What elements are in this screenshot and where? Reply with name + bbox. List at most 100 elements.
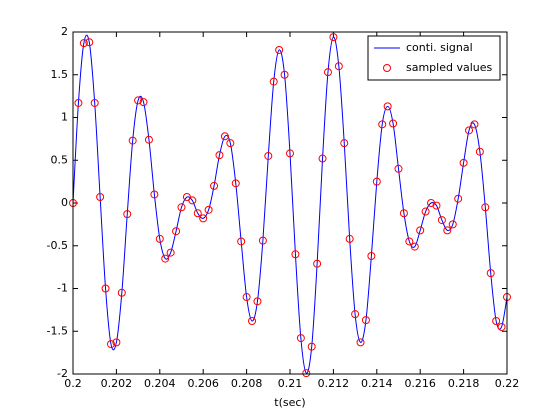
y-tick-label: 0 — [61, 196, 68, 209]
y-tick-label: -0.5 — [47, 239, 68, 252]
sample-marker — [345, 234, 354, 243]
sample-marker — [231, 179, 240, 188]
sample-marker — [242, 293, 251, 302]
sample-marker — [492, 316, 501, 325]
sample-marker — [177, 203, 186, 212]
sample-marker — [410, 242, 419, 251]
sample-marker — [291, 250, 300, 259]
sample-marker — [237, 237, 246, 246]
sample-marker — [123, 210, 132, 219]
sample-marker — [323, 68, 332, 77]
x-tick-label: 0.216 — [404, 377, 436, 390]
sample-marker — [74, 98, 83, 107]
sample-marker — [204, 205, 213, 214]
y-tick-label: -1 — [57, 282, 68, 295]
sample-marker — [394, 164, 403, 173]
sample-marker — [210, 181, 219, 190]
sample-marker — [79, 39, 88, 48]
sample-marker — [161, 254, 170, 263]
x-tick-label: 0.204 — [144, 377, 176, 390]
sample-marker — [470, 120, 479, 129]
sample-marker — [215, 151, 224, 160]
x-tick-label: 0.218 — [448, 377, 480, 390]
sample-marker — [448, 220, 457, 229]
sample-marker — [286, 149, 294, 158]
sample-marker — [459, 158, 468, 167]
sample-marker — [405, 237, 414, 246]
sample-marker — [356, 338, 365, 347]
sample-marker — [454, 194, 463, 203]
x-axis-label: t(sec) — [274, 396, 305, 409]
sample-marker — [269, 77, 278, 86]
legend-label: conti. signal — [406, 41, 473, 54]
sample-marker — [334, 62, 343, 71]
x-tick-label: 0.202 — [101, 377, 133, 390]
sample-marker — [172, 227, 181, 236]
sample-marker — [264, 151, 273, 160]
y-tick-label: 2 — [61, 25, 68, 38]
x-tick-label: 0.21 — [278, 377, 303, 390]
signal-line — [73, 34, 507, 374]
sample-marker — [85, 38, 94, 47]
sample-marker — [139, 98, 148, 107]
sample-marker — [302, 369, 311, 378]
sample-marker — [437, 216, 446, 225]
sample-marker — [128, 136, 137, 145]
y-tick-label: 0.5 — [51, 153, 69, 166]
sample-marker — [155, 234, 164, 243]
sample-marker — [220, 132, 229, 141]
y-tick-label: 1 — [61, 111, 68, 124]
sample-marker — [101, 284, 110, 293]
y-tick-label: -2 — [57, 367, 68, 380]
y-tick-label: 1.5 — [51, 68, 69, 81]
legend-label: sampled values — [406, 61, 493, 74]
sample-marker — [367, 252, 376, 261]
sample-marker — [313, 259, 322, 268]
sample-marker — [497, 322, 506, 331]
sample-marker — [258, 236, 267, 245]
sample-marker — [383, 102, 392, 111]
axes-box — [72, 31, 508, 375]
sample-marker — [432, 201, 441, 210]
sample-marker — [275, 45, 284, 54]
sample-marker — [481, 203, 490, 212]
sample-marker — [340, 139, 349, 148]
sample-marker — [150, 190, 159, 199]
sample-marker — [421, 207, 430, 216]
sample-marker — [226, 139, 235, 148]
sample-marker — [280, 70, 289, 79]
sample-marker — [389, 119, 398, 128]
y-tick-label: -1.5 — [47, 324, 68, 337]
sample-marker — [253, 297, 262, 306]
sample-marker — [106, 340, 115, 349]
sample-marker — [193, 209, 202, 218]
sample-marker — [134, 96, 143, 105]
sample-marker — [399, 209, 408, 218]
sample-marker — [112, 338, 121, 347]
sample-marker — [248, 316, 257, 325]
sample-marker — [378, 120, 387, 129]
sample-marker — [199, 214, 208, 223]
sample-marker — [329, 33, 338, 42]
sample-marker — [465, 126, 474, 135]
sample-marker — [188, 196, 197, 205]
sample-marker — [351, 310, 360, 319]
sample-marker — [486, 269, 495, 278]
x-tick-label: 0.22 — [495, 377, 520, 390]
sample-marker — [318, 154, 327, 163]
sample-marker — [475, 147, 484, 156]
x-tick-label: 0.206 — [187, 377, 219, 390]
sample-marker — [117, 288, 126, 297]
x-tick-label: 0.212 — [318, 377, 350, 390]
legend-marker — [383, 64, 391, 72]
sample-marker — [307, 342, 316, 351]
x-tick-label: 0.214 — [361, 377, 393, 390]
x-tick-label: 0.2 — [64, 377, 82, 390]
sample-marker — [361, 316, 370, 325]
sample-marker — [443, 226, 452, 235]
sample-marker — [372, 177, 381, 186]
x-tick-label: 0.208 — [231, 377, 263, 390]
sample-marker — [144, 135, 153, 144]
sample-marker — [96, 193, 105, 202]
